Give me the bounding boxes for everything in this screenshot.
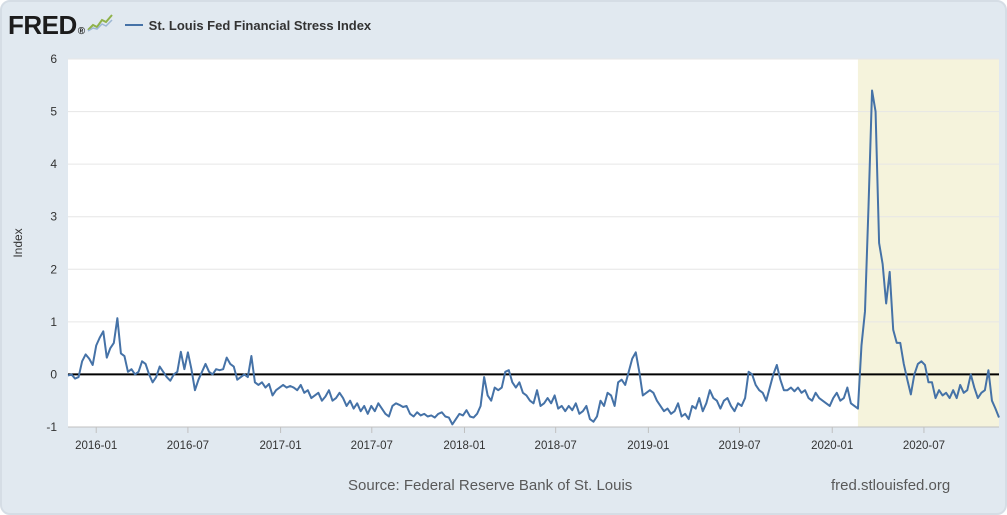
y-axis-label: Index — [11, 228, 25, 257]
x-tick-label: 2019-07 — [718, 440, 760, 452]
source-credit: Source: Federal Reserve Bank of St. Loui… — [348, 477, 633, 494]
x-tick-label: 2017-01 — [259, 440, 301, 452]
y-tick-label: 4 — [50, 157, 57, 171]
legend-series-label: St. Louis Fed Financial Stress Index — [148, 17, 372, 33]
x-tick-label: 2016-01 — [75, 440, 117, 452]
y-tick-label: 3 — [50, 210, 57, 224]
line-chart: -1 0 1 2 3 4 5 6 2016-01 2016-07 2017-01 2017-07 201… — [11, 52, 1000, 452]
x-tick-label: 2016-07 — [167, 440, 209, 452]
registered-mark: ® — [77, 26, 85, 37]
line-chart-icon — [86, 12, 113, 38]
legend[interactable]: St. Louis Fed Financial Stress Index — [124, 17, 372, 33]
series-line — [67, 89, 1000, 426]
y-tick-label: 2 — [50, 262, 57, 276]
x-tick-label: 2020-01 — [811, 440, 853, 452]
plot-area — [68, 59, 999, 427]
x-tick-label: 2018-01 — [443, 440, 485, 452]
fred-logo[interactable]: FRED® — [8, 12, 85, 38]
x-tick-label: 2020-07 — [903, 440, 945, 452]
x-tick-label: 2019-01 — [627, 440, 669, 452]
chart-header: FRED® St. Louis Fed Financial Stress Ind… — [8, 8, 371, 42]
y-tick-label: 0 — [50, 367, 57, 381]
y-tick-label: 6 — [50, 52, 57, 66]
fred-logo-text: FRED — [8, 10, 77, 40]
x-tick-label: 2017-07 — [351, 440, 393, 452]
shaded-region — [857, 59, 999, 427]
y-tick-label: 5 — [50, 105, 57, 119]
source-url-link[interactable]: fred.stlouisfed.org — [831, 477, 951, 494]
legend-swatch — [124, 24, 143, 26]
y-tick-label: 1 — [50, 315, 57, 329]
x-tick-label: 2018-07 — [535, 440, 577, 452]
y-tick-label: -1 — [46, 420, 57, 434]
